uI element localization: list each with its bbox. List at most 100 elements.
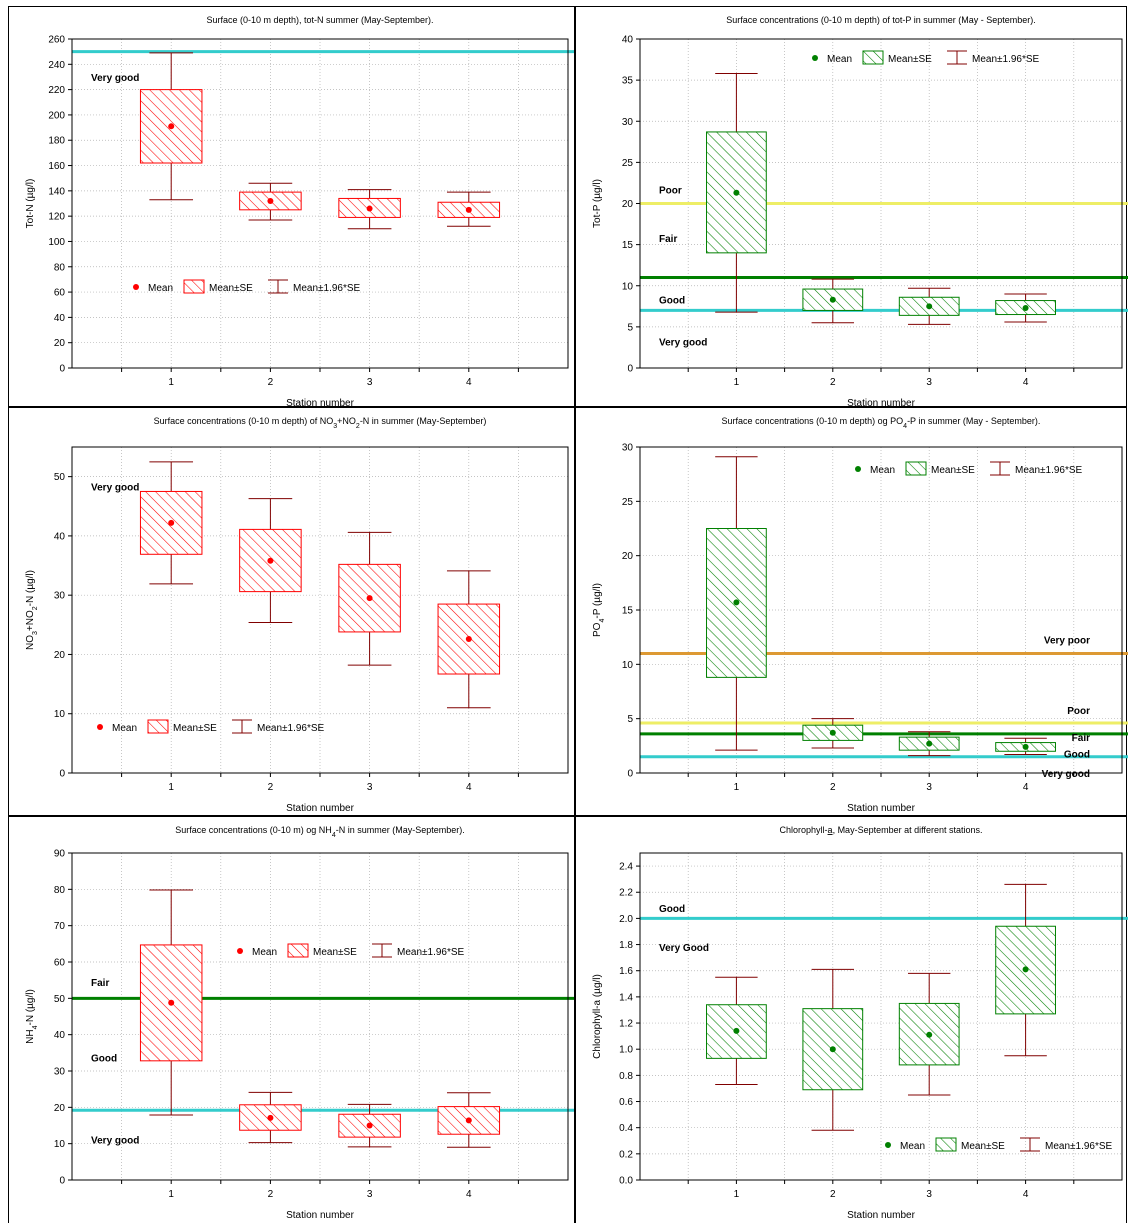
mean-point — [168, 999, 175, 1006]
text-part: -N (µg/l) — [25, 570, 36, 606]
class-label: Fair — [91, 978, 109, 989]
x-tick-label: 2 — [830, 1189, 836, 1200]
mean-point — [267, 197, 274, 204]
legend-se-label: Mean±SE — [961, 1141, 1005, 1152]
plot-frame — [71, 852, 569, 1181]
chart-panel-5: Surface concentrations (0-10 m) og NH4-N… — [8, 816, 575, 1223]
y-tick-label: 40 — [54, 531, 66, 542]
mean-point — [733, 189, 740, 196]
mean-point — [267, 557, 274, 564]
legend: Mean Mean±SE Mean±1.96*SE — [855, 461, 1083, 476]
text-part: Surface concentrations (0-10 m depth) og… — [722, 416, 904, 426]
y-tick-label: 20 — [54, 1103, 66, 1114]
y-tick-label: 0 — [59, 364, 65, 375]
x-tick-label: 2 — [268, 377, 274, 388]
text-part: NO — [25, 635, 36, 650]
y-tick-label: 40 — [54, 313, 66, 324]
legend-se-label: Mean±SE — [313, 947, 357, 958]
legend: Mean Mean±SE Mean±1.96*SE — [133, 279, 361, 294]
x-axis-label: Station number — [286, 1210, 354, 1221]
mean-point — [366, 205, 373, 212]
legend-mean-label: Mean — [252, 947, 277, 958]
legend-mean-marker — [855, 466, 861, 472]
text-part: -N (µg/l) — [25, 989, 36, 1025]
text-part: -N in summer (May-September) — [360, 416, 487, 426]
text-part: Chlorophyll-a (µg/l) — [592, 974, 603, 1059]
x-axis-label: Station number — [847, 1210, 915, 1221]
legend-mean-label: Mean — [148, 283, 173, 294]
legend-se-swatch — [183, 279, 205, 294]
legend-se-label: Mean±SE — [931, 465, 975, 476]
x-tick-label: 4 — [466, 377, 472, 388]
y-tick-label: 90 — [54, 849, 66, 860]
panel-border — [575, 816, 1127, 1223]
legend: Mean Mean±SE Mean±1.96*SE — [885, 1137, 1113, 1152]
text-part: 4 — [599, 619, 606, 623]
text-part: 3 — [333, 423, 337, 430]
legend-se-label: Mean±SE — [173, 723, 217, 734]
y-tick-label: 160 — [48, 161, 65, 172]
x-tick-label: 2 — [830, 782, 836, 793]
panel-border — [575, 6, 1127, 407]
legend: Mean Mean±SE Mean±1.96*SE — [97, 719, 325, 734]
text-part: -N in summer (May-September). — [336, 825, 465, 835]
mean-point — [733, 599, 740, 606]
y-axis-label: Chlorophyll-a (µg/l) — [592, 974, 603, 1059]
y-tick-label: 60 — [54, 958, 66, 969]
legend-ci-label: Mean±1.96*SE — [1045, 1141, 1113, 1152]
mean-point — [829, 729, 836, 736]
y-tick-label: 0 — [59, 1176, 65, 1187]
mean-point — [366, 595, 373, 602]
x-tick-label: 2 — [268, 1189, 274, 1200]
text-part: 4 — [32, 1025, 39, 1029]
legend-ci-label: Mean±1.96*SE — [293, 283, 361, 294]
text-part: 4 — [332, 832, 336, 839]
class-label: Very poor — [1044, 635, 1090, 646]
x-tick-label: 3 — [367, 782, 373, 793]
class-label: Poor — [659, 186, 682, 197]
class-label: Good — [91, 1054, 117, 1065]
x-tick-label: 4 — [466, 782, 472, 793]
x-tick-label: 1 — [168, 377, 174, 388]
y-axis-label: NO3+NO2-N (µg/l) — [25, 570, 39, 650]
y-tick-label: 1.8 — [619, 940, 633, 951]
y-tick-label: 0.0 — [619, 1176, 633, 1187]
x-axis-label: Station number — [847, 398, 915, 409]
y-tick-label: 200 — [48, 110, 65, 121]
mean-point — [465, 1117, 472, 1124]
text-part: +NO — [25, 610, 36, 631]
x-tick-label: 2 — [268, 782, 274, 793]
y-tick-label: 220 — [48, 85, 65, 96]
y-axis-label: PO4-P (µg/l) — [592, 583, 606, 637]
x-tick-label: 1 — [734, 782, 740, 793]
class-label: Very good — [91, 73, 139, 84]
legend-se-label: Mean±SE — [209, 283, 253, 294]
chart-panel-2: Surface concentrations (0-10 m depth) of… — [575, 6, 1128, 409]
text-part: 4 — [903, 423, 907, 430]
mean-point — [1022, 966, 1029, 973]
mean-point — [366, 1122, 373, 1129]
chart-title: Surface concentrations (0-10 m depth) of… — [154, 416, 487, 430]
chart-title: Surface (0-10 m depth), tot-N summer (Ma… — [206, 15, 433, 25]
x-tick-label: 3 — [926, 1189, 932, 1200]
x-tick-label: 1 — [168, 1189, 174, 1200]
legend-mean-label: Mean — [112, 723, 137, 734]
text-part: Surface concentrations (0-10 m depth) of… — [154, 416, 334, 426]
y-tick-label: 10 — [622, 281, 634, 292]
plot-frame — [639, 852, 1123, 1181]
chart-panel-3: Surface concentrations (0-10 m depth) of… — [8, 407, 575, 816]
chart-panel-1: Surface (0-10 m depth), tot-N summer (Ma… — [8, 6, 575, 409]
chart-title: Surface concentrations (0-10 m) og NH4-N… — [175, 825, 465, 839]
y-tick-label: 2.4 — [619, 862, 633, 873]
legend-mean-label: Mean — [900, 1141, 925, 1152]
x-axis-label: Station number — [286, 803, 354, 814]
class-label: Very Good — [659, 943, 709, 954]
y-tick-label: 30 — [54, 591, 66, 602]
y-tick-label: 35 — [622, 76, 634, 87]
y-tick-label: 15 — [622, 240, 634, 251]
mean-point — [168, 123, 175, 130]
text-part: a — [828, 825, 833, 835]
y-tick-label: 25 — [622, 158, 634, 169]
mean-point — [1022, 304, 1029, 311]
